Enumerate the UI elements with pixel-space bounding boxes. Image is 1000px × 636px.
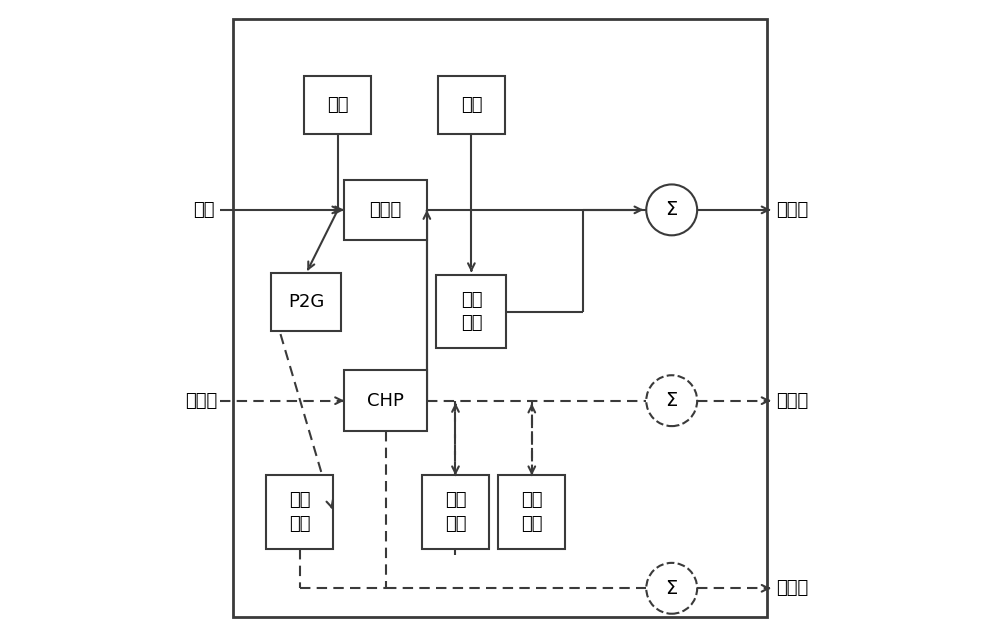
Text: 光能: 光能 (461, 96, 482, 114)
FancyBboxPatch shape (438, 76, 505, 134)
FancyBboxPatch shape (436, 275, 506, 348)
Text: 变压器: 变压器 (369, 201, 402, 219)
FancyBboxPatch shape (344, 370, 427, 431)
FancyBboxPatch shape (422, 476, 489, 548)
FancyBboxPatch shape (304, 76, 371, 134)
Text: 燃气
锅炉: 燃气 锅炉 (445, 491, 466, 533)
FancyBboxPatch shape (266, 476, 333, 548)
Text: Σ: Σ (666, 579, 678, 598)
Text: CHP: CHP (367, 392, 404, 410)
Text: 天然气: 天然气 (185, 392, 217, 410)
FancyBboxPatch shape (271, 273, 341, 331)
Text: 储电
装置: 储电 装置 (461, 291, 482, 333)
Text: Σ: Σ (666, 391, 678, 410)
FancyBboxPatch shape (233, 19, 767, 617)
Text: 电负荷: 电负荷 (776, 201, 809, 219)
FancyBboxPatch shape (498, 476, 565, 548)
Text: 气负荷: 气负荷 (776, 579, 809, 597)
Text: 电能: 电能 (194, 201, 215, 219)
Text: 储热
装置: 储热 装置 (521, 491, 543, 533)
FancyBboxPatch shape (344, 179, 427, 240)
Text: P2G: P2G (288, 293, 324, 311)
Text: 储气
装置: 储气 装置 (289, 491, 310, 533)
Text: 风能: 风能 (327, 96, 349, 114)
Text: Σ: Σ (666, 200, 678, 219)
Text: 热负荷: 热负荷 (776, 392, 809, 410)
